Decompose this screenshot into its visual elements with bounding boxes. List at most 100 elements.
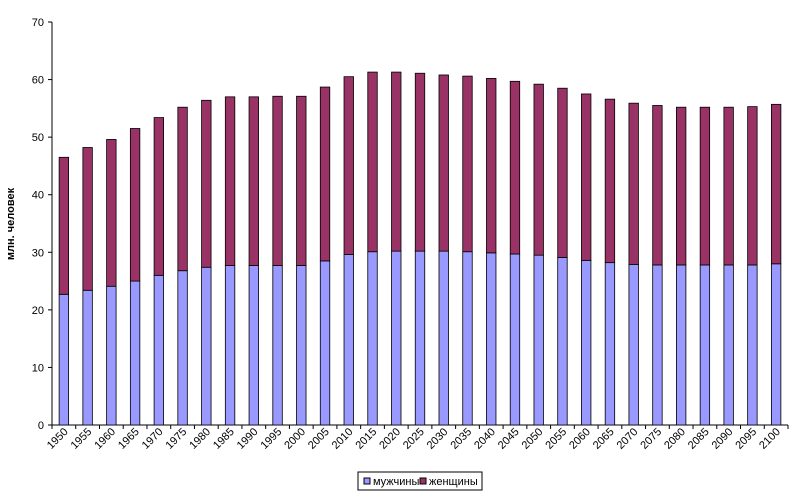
axes — [48, 21, 789, 429]
x-tick-label: 2010 — [330, 426, 356, 452]
bar-men-1985 — [224, 265, 236, 426]
x-tick-label: 1980 — [187, 426, 213, 452]
bar-women-2005 — [319, 86, 331, 262]
bar-men-1990 — [248, 265, 259, 426]
bar-men-1975 — [177, 270, 188, 426]
y-tick-label: 40 — [32, 190, 44, 202]
y-tick-label: 50 — [32, 132, 44, 144]
bar-men-2055 — [557, 257, 568, 426]
legend-swatch-series-1 — [419, 477, 427, 485]
x-tick-label: 2075 — [638, 426, 664, 452]
bar-women-2000 — [296, 95, 307, 266]
bar-women-2025 — [414, 72, 426, 252]
bar-men-2095 — [747, 264, 758, 426]
bar-men-2045 — [509, 253, 521, 426]
bar-women-2100 — [770, 103, 782, 265]
bar-women-2040 — [486, 78, 497, 254]
bar-men-2025 — [414, 250, 426, 426]
bar-women-2020 — [391, 71, 402, 252]
bar-men-2015 — [367, 251, 378, 426]
legend-swatch-series-0 — [363, 477, 371, 485]
bar-women-2010 — [343, 76, 354, 255]
y-tick-label: 0 — [38, 420, 44, 432]
bar-women-1995 — [272, 95, 283, 266]
bar-men-1965 — [129, 280, 141, 426]
x-tick-labels: 1950195519601965197019751980198519901995… — [45, 426, 783, 452]
x-tick-label: 2095 — [733, 426, 759, 452]
bar-men-2050 — [533, 254, 544, 426]
bar-men-2080 — [676, 264, 687, 426]
x-tick-label: 2070 — [615, 426, 641, 452]
bar-women-2065 — [604, 98, 616, 264]
bars — [58, 71, 782, 426]
x-tick-label: 2065 — [591, 426, 617, 452]
bar-women-2095 — [747, 106, 758, 266]
bar-women-1980 — [201, 99, 212, 268]
x-tick-label: 1975 — [164, 426, 190, 452]
bar-women-2085 — [699, 106, 711, 266]
y-tick-label: 60 — [32, 75, 44, 87]
x-tick-label: 2055 — [543, 426, 569, 452]
x-tick-label: 1955 — [69, 426, 95, 452]
bar-women-2050 — [533, 83, 544, 256]
bar-women-2030 — [438, 74, 449, 252]
x-tick-label: 1950 — [45, 426, 71, 452]
bar-men-2020 — [391, 250, 402, 426]
bar-women-2035 — [462, 75, 473, 253]
bar-men-2010 — [343, 254, 354, 426]
legend-label-series-0: мужчины — [373, 476, 419, 488]
x-tick-label: 2060 — [567, 426, 593, 452]
bar-women-1960 — [106, 139, 117, 287]
x-tick-label: 1965 — [116, 426, 142, 452]
bar-women-2070 — [628, 102, 639, 265]
x-tick-label: 2020 — [377, 426, 403, 452]
bar-women-1990 — [248, 96, 259, 266]
x-tick-label: 2000 — [282, 426, 308, 452]
bar-women-1970 — [153, 117, 164, 276]
bar-men-2100 — [770, 263, 782, 426]
bar-women-1975 — [177, 106, 188, 272]
bar-men-2075 — [652, 264, 663, 426]
y-tick-label: 70 — [32, 17, 44, 29]
bar-women-1965 — [129, 128, 141, 282]
legend-label-series-1: женщины — [429, 476, 478, 488]
bar-women-2080 — [676, 106, 687, 266]
bar-men-2090 — [723, 264, 734, 426]
x-tick-label: 2050 — [520, 426, 546, 452]
bar-men-1955 — [82, 289, 93, 426]
x-tick-label: 1970 — [140, 426, 166, 452]
bar-women-1950 — [58, 156, 70, 295]
x-tick-label: 2005 — [306, 426, 332, 452]
bar-men-2000 — [296, 265, 307, 426]
y-axis-label: млн. человек — [5, 187, 17, 260]
bar-men-1960 — [106, 285, 117, 426]
x-tick-label: 2040 — [472, 426, 498, 452]
bar-women-2090 — [723, 106, 734, 266]
bar-men-2005 — [319, 260, 331, 426]
bar-women-1985 — [224, 96, 236, 266]
bar-women-2055 — [557, 87, 568, 258]
x-tick-label: 1960 — [92, 426, 118, 452]
x-tick-label: 2035 — [448, 426, 474, 452]
y-tick-label: 30 — [32, 247, 44, 259]
x-tick-label: 2080 — [662, 426, 688, 452]
bar-women-2060 — [581, 93, 592, 261]
y-tick-labels: 0 10 20 30 40 50 60 70 — [32, 17, 44, 432]
bar-men-2070 — [628, 263, 639, 426]
bar-women-2045 — [509, 80, 521, 255]
x-tick-label: 2030 — [425, 426, 451, 452]
bar-women-2015 — [367, 71, 378, 253]
bar-men-2060 — [581, 259, 592, 426]
bar-men-2065 — [604, 262, 616, 426]
x-tick-label: 1990 — [235, 426, 261, 452]
bar-men-1995 — [272, 265, 283, 426]
x-tick-label: 2045 — [496, 426, 522, 452]
legend: мужчины женщины — [357, 471, 483, 491]
x-tick-label: 1985 — [211, 426, 237, 452]
x-tick-label: 2100 — [757, 426, 783, 452]
x-tick-label: 1995 — [259, 426, 285, 452]
x-tick-label: 2085 — [686, 426, 712, 452]
y-tick-label: 20 — [32, 305, 44, 317]
